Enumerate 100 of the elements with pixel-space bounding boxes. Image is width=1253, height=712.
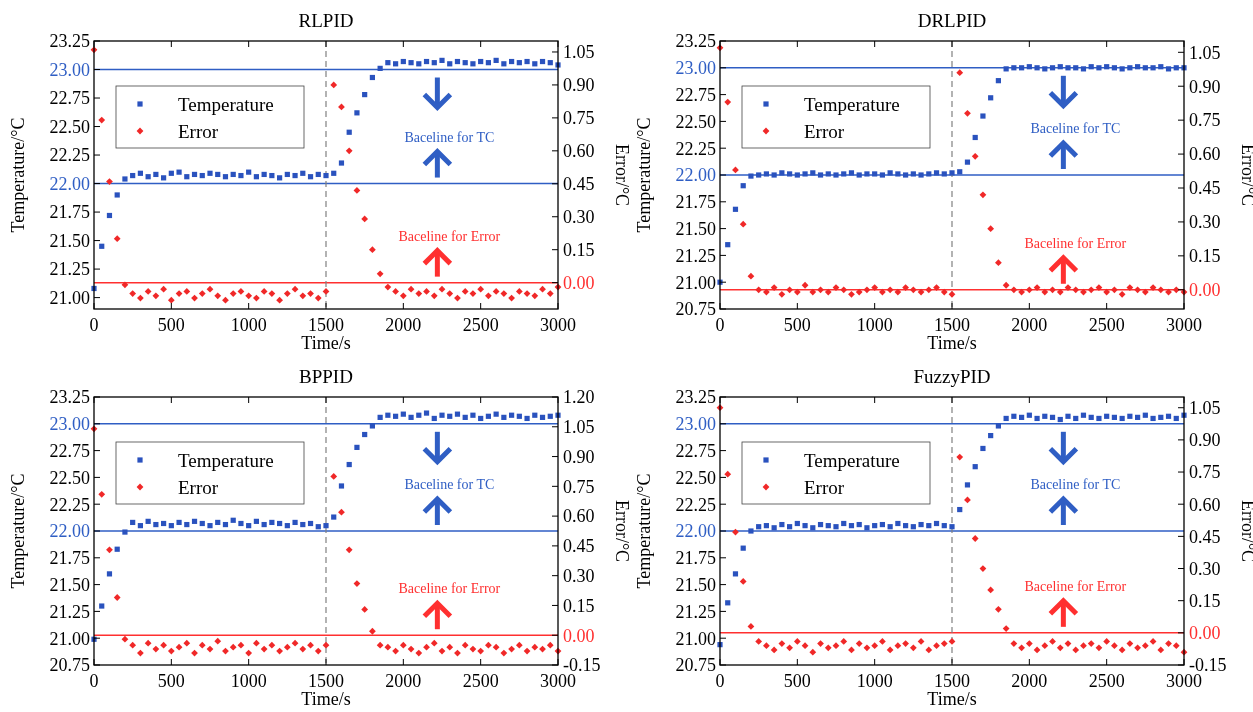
y-tick-label: 23.25 [675, 31, 716, 52]
legend-label: Error [178, 120, 219, 142]
y2-tick-label: 0.30 [563, 565, 595, 586]
x-tick-label: 1000 [230, 315, 267, 335]
x-tick-label: 2500 [1088, 315, 1125, 335]
x-tick-label: 3000 [540, 315, 576, 335]
y-tick-label: 21.00 [49, 287, 90, 308]
y-tick-label: 22.25 [675, 138, 716, 159]
y2-tick-label: 0.90 [563, 75, 595, 96]
y-tick-label: 21.75 [49, 548, 90, 569]
chart-title: BPPID [299, 366, 353, 387]
y-tick-label: 23.25 [675, 387, 716, 408]
y-tick-label: 23.25 [49, 31, 90, 52]
x-axis-title: Time/s [301, 333, 351, 353]
ref-line-label: Baceline for TC [1030, 477, 1121, 492]
x-tick-label: 2000 [385, 671, 422, 691]
x-tick-label: 0 [715, 315, 725, 335]
y-tick-label: 20.75 [675, 299, 716, 320]
y2-tick-label: 0.90 [1189, 430, 1221, 451]
y2-tick-label: 0.60 [563, 506, 595, 527]
ref-line-label: Baceline for Error [398, 581, 501, 597]
y2-tick-label: 0.75 [1189, 462, 1221, 483]
y-tick-label: 22.25 [49, 494, 90, 515]
y2-tick-label: 0.45 [563, 174, 595, 195]
y-tick-label: 21.00 [675, 628, 716, 649]
ref-line-label: Baceline for Error [1024, 578, 1127, 594]
y2-tick-label: 1.20 [563, 387, 595, 408]
y2-tick-label: 0.60 [563, 141, 595, 162]
y-tick-label: 21.50 [675, 574, 716, 595]
y2-tick-label: 1.05 [1189, 42, 1221, 63]
ref-line-label: Baceline for Error [1024, 235, 1127, 251]
legend-label: Error [804, 476, 845, 498]
y-tick-label: 21.25 [49, 259, 90, 280]
y-tick-label: 22.25 [49, 145, 90, 166]
chart-title: FuzzyPID [913, 366, 991, 387]
x-tick-label: 1000 [230, 671, 267, 691]
y2-tick-label: 0.75 [563, 108, 595, 129]
x-axis-title: Time/s [927, 689, 977, 709]
y2-tick-label: 0.45 [1189, 526, 1221, 547]
y2-tick-label: 0.90 [1189, 76, 1221, 97]
y-tick-label: 20.75 [49, 655, 90, 676]
y-axis-title: Temperature/°C [8, 473, 28, 589]
y-tick-label: 21.75 [675, 548, 716, 569]
ref-line-label: Baceline for TC [1030, 121, 1121, 136]
y-tick-label: 23.00 [49, 59, 90, 80]
y2-tick-label: 0.60 [1189, 144, 1221, 165]
y-tick-label: 22.50 [675, 111, 716, 132]
chart-title: RLPID [298, 10, 354, 31]
y2-tick-label: 0.30 [1189, 212, 1221, 233]
x-tick-label: 500 [157, 315, 185, 335]
y-tick-label: 21.75 [675, 192, 716, 213]
y2-tick-label: 0.45 [1189, 178, 1221, 199]
y-tick-label: 22.75 [675, 440, 716, 461]
y-tick-label: 22.00 [49, 173, 90, 194]
y-tick-label: 23.00 [675, 58, 716, 79]
legend-label: Temperature [178, 449, 274, 471]
x-tick-label: 3000 [1166, 671, 1202, 691]
legend-label: Temperature [804, 449, 900, 471]
y-tick-label: 21.00 [675, 272, 716, 293]
y-tick-label: 21.50 [675, 218, 716, 239]
ref-line-label: Baceline for TC [404, 477, 495, 492]
y2-tick-label: 0.30 [1189, 558, 1221, 579]
y-tick-label: 23.00 [49, 414, 90, 435]
x-tick-label: 0 [715, 671, 725, 691]
x-tick-label: 2000 [385, 315, 422, 335]
y-tick-label: 21.50 [49, 230, 90, 251]
y-axis-title: Temperature/°C [634, 473, 654, 589]
y-tick-label: 22.50 [49, 116, 90, 137]
x-tick-label: 1500 [308, 671, 344, 691]
y2-tick-label: 0.75 [1189, 110, 1221, 131]
x-tick-label: 1500 [934, 671, 970, 691]
y2-tick-label: 1.05 [563, 42, 595, 63]
x-axis-title: Time/s [927, 333, 977, 353]
y-axis-title: Temperature/°C [634, 117, 654, 233]
y-tick-label: 22.00 [49, 521, 90, 542]
legend-label: Temperature [804, 93, 900, 115]
y-tick-label: 21.75 [49, 202, 90, 223]
y-tick-label: 22.75 [49, 440, 90, 461]
legend-label: Temperature [178, 93, 274, 115]
y2-tick-label: 0.00 [563, 272, 595, 293]
y-tick-label: 23.00 [675, 414, 716, 435]
y-tick-label: 21.25 [675, 245, 716, 266]
y-tick-label: 21.25 [49, 601, 90, 622]
y2-tick-label: 0.15 [1189, 246, 1221, 267]
ref-line-label: Baceline for Error [398, 228, 501, 244]
x-tick-label: 2500 [462, 671, 499, 691]
y2-tick-label: 0.75 [563, 476, 595, 497]
y2-tick-label: 0.60 [1189, 494, 1221, 515]
y-axis-title: Temperature/°C [8, 117, 28, 233]
x-tick-label: 0 [89, 315, 99, 335]
y-tick-label: 21.50 [49, 574, 90, 595]
x-tick-label: 1000 [856, 315, 893, 335]
y2-tick-label: 0.15 [563, 239, 595, 260]
legend-label: Error [804, 120, 845, 142]
y2-axis-title: Error/°C [612, 499, 632, 563]
x-tick-label: 1500 [308, 315, 344, 335]
y-tick-label: 22.25 [675, 494, 716, 515]
x-tick-label: 500 [783, 315, 811, 335]
x-axis-title: Time/s [301, 689, 351, 709]
y2-tick-label: 1.05 [1189, 398, 1221, 419]
